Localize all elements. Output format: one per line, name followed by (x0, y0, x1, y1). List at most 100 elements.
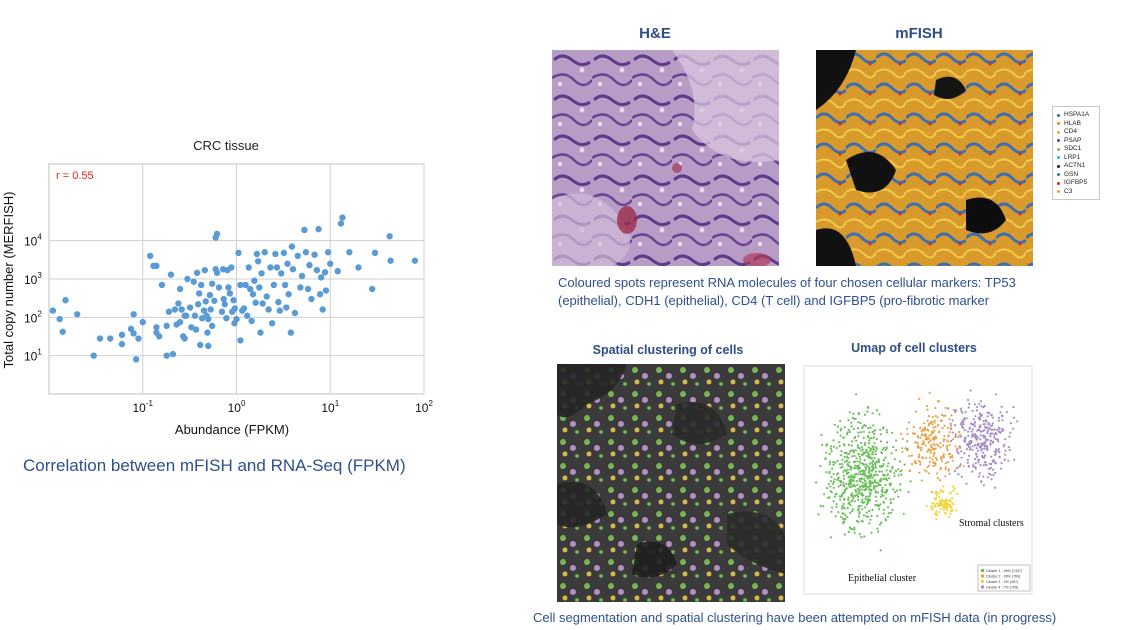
umap-point (872, 445, 875, 449)
umap-point (975, 435, 978, 438)
umap-point (889, 482, 892, 485)
legend-item: SDC1 (1053, 145, 1099, 154)
umap-point (982, 419, 985, 423)
umap-point (874, 504, 877, 507)
correlation-caption: Correlation between mFISH and RNA-Seq (F… (23, 456, 406, 475)
umap-point (916, 446, 919, 449)
umap-point (977, 458, 980, 461)
umap-point (921, 443, 924, 446)
umap-point (954, 424, 957, 427)
umap-point (872, 436, 876, 439)
umap-point (946, 461, 949, 464)
umap-point (993, 450, 996, 453)
umap-point (918, 446, 921, 449)
umap-point (847, 419, 850, 422)
data-point (223, 314, 230, 322)
umap-point (982, 434, 985, 437)
legend-label: SDC1 (1064, 145, 1082, 152)
umap-point (977, 475, 981, 478)
umap-point (948, 431, 951, 434)
umap-point (944, 406, 947, 409)
umap-point (876, 503, 879, 506)
umap-point (960, 407, 963, 410)
umap-point (880, 495, 883, 498)
umap-point (927, 472, 930, 475)
umap-point (993, 433, 996, 436)
umap-point (922, 440, 925, 443)
umap-point (955, 409, 958, 412)
data-point (233, 315, 240, 323)
umap-point (940, 413, 943, 416)
umap-point (925, 436, 928, 439)
umap-point (853, 526, 856, 529)
umap-point (841, 494, 844, 497)
epithelial-cluster-label: Epithelial cluster (848, 573, 917, 584)
umap-point (870, 473, 873, 476)
data-point (163, 322, 170, 330)
data-point (107, 335, 114, 342)
umap-point (983, 429, 986, 432)
umap-point (839, 498, 842, 501)
umap-point (957, 452, 960, 455)
umap-point (850, 425, 853, 428)
data-point (194, 301, 202, 308)
umap-point (969, 389, 972, 392)
umap-point (927, 415, 930, 418)
umap-point (970, 435, 973, 438)
umap-point (840, 507, 844, 510)
umap-point (983, 456, 986, 459)
x-tick-labels: 10-1 100 101 102 (133, 399, 434, 415)
umap-point (973, 444, 977, 447)
umap-point (881, 448, 884, 451)
umap-point (835, 492, 838, 495)
umap-point (925, 438, 928, 441)
umap-point (943, 438, 946, 441)
umap-point (858, 486, 861, 489)
umap-point (984, 441, 987, 444)
data-point (339, 214, 346, 221)
umap-point (838, 479, 841, 482)
umap-point (825, 471, 828, 474)
umap-point (959, 463, 962, 466)
umap-point (963, 452, 966, 455)
umap-point (978, 472, 981, 475)
umap-point (926, 428, 929, 431)
umap-point (977, 461, 980, 464)
umap-point (982, 464, 985, 467)
umap-point (984, 419, 988, 422)
umap-point (884, 483, 887, 486)
data-point (237, 337, 244, 344)
umap-point (843, 497, 846, 500)
umap-point (897, 468, 900, 471)
umap-point (864, 506, 867, 509)
umap-point (851, 440, 854, 443)
umap-point (959, 423, 962, 426)
umap-point (880, 451, 883, 454)
umap-point (961, 411, 964, 414)
umap-point (879, 549, 882, 552)
umap-point (846, 516, 849, 519)
data-point (213, 269, 221, 277)
umap-point (869, 462, 872, 465)
legend-label: HSPA1A (1064, 111, 1090, 118)
data-point (193, 269, 201, 277)
umap-point (859, 480, 862, 483)
umap-point (860, 477, 863, 480)
umap-point (986, 411, 989, 414)
data-point (153, 262, 160, 270)
umap-point (879, 480, 882, 483)
umap-point (817, 513, 820, 516)
data-point (324, 249, 332, 256)
umap-point (971, 433, 974, 436)
umap-point (936, 514, 939, 517)
umap-point (866, 435, 869, 438)
umap-point (843, 477, 846, 480)
umap-point (974, 465, 977, 469)
umap-point (886, 474, 889, 477)
data-point (246, 285, 254, 293)
data-point (253, 250, 261, 258)
umap-point (846, 463, 849, 466)
umap-point (858, 455, 861, 458)
umap-point (877, 458, 880, 461)
umap-point (994, 453, 997, 456)
